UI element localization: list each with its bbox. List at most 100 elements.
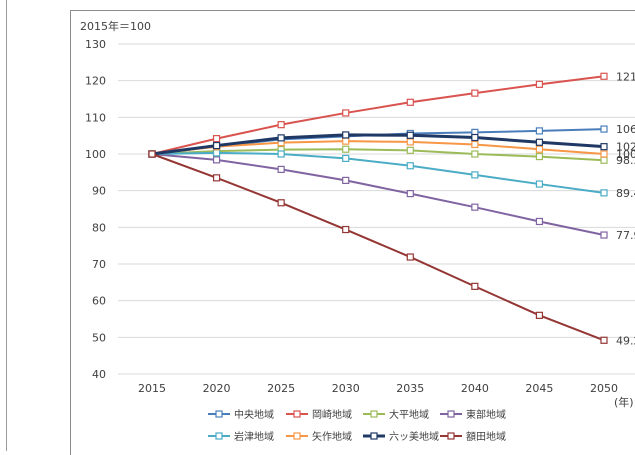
x-tick-label: 2040: [461, 382, 489, 395]
data-point: [342, 176, 350, 184]
x-tick-label: 2050: [590, 382, 618, 395]
legend-item: 岩津地域: [208, 430, 274, 443]
data-point: [212, 141, 221, 150]
y-tick-label: 50: [92, 331, 106, 344]
legend-item: 東部地域: [440, 408, 506, 421]
data-point: [406, 131, 414, 139]
data-point: [471, 171, 479, 179]
end-value-label: 77.9: [616, 229, 635, 242]
legend-swatch-marker: [447, 410, 455, 418]
data-point: [471, 140, 479, 149]
x-axis-ticks: 2015 2020 2025 2030 2035 2040 2045 2050: [138, 382, 618, 395]
data-point: [212, 174, 221, 182]
data-point: [342, 137, 350, 145]
data-point: [277, 199, 285, 207]
data-point: [406, 98, 414, 106]
end-value-label: 121.2: [616, 70, 635, 83]
data-point: [600, 336, 608, 344]
legend-item: 六ッ美地域: [363, 430, 439, 443]
series-額田地域: [148, 150, 608, 344]
legend-item: 大平地域: [363, 408, 429, 421]
data-point: [406, 253, 414, 261]
series-line: [151, 140, 605, 155]
base-note: 2015年＝100: [80, 19, 151, 33]
series-line: [151, 151, 605, 194]
y-axis-ticks: 40 50 60 70 80 90 100 110 120 130: [85, 38, 106, 381]
data-point: [406, 162, 414, 170]
legend-item: 額田地域: [440, 430, 506, 443]
y-tick-label: 70: [92, 258, 106, 271]
legend-swatch-marker: [370, 432, 378, 440]
left-divider-line: [6, 0, 7, 451]
data-point: [471, 150, 479, 158]
data-point: [148, 150, 156, 158]
data-point: [535, 217, 544, 226]
data-point: [600, 143, 608, 151]
data-point: [406, 190, 414, 198]
y-tick-label: 130: [85, 38, 106, 51]
legend-swatch-marker: [370, 410, 378, 418]
y-tick-label: 90: [92, 185, 106, 198]
data-point: [535, 127, 544, 135]
series-line: [151, 153, 605, 237]
data-point: [600, 72, 608, 80]
legend-label: 額田地域: [466, 430, 506, 443]
data-point: [342, 131, 350, 139]
data-point: [342, 109, 350, 117]
legend-swatch-marker: [215, 410, 223, 418]
data-point: [600, 125, 608, 133]
data-point: [535, 80, 544, 88]
legend-swatch-marker: [293, 432, 301, 440]
data-point: [342, 145, 350, 153]
y-tick-label: 120: [85, 75, 106, 88]
series-東部地域: [148, 150, 608, 239]
data-point: [471, 282, 479, 290]
series-lines: [148, 72, 608, 344]
data-point: [277, 150, 285, 158]
legend-label: 岡崎地域: [312, 408, 352, 421]
chart-frame: [70, 10, 635, 455]
legend-swatch-marker: [215, 432, 223, 440]
x-axis-unit: (年): [614, 395, 634, 409]
data-point: [600, 150, 608, 158]
x-tick-label: 2020: [203, 382, 231, 395]
data-point: [212, 156, 221, 164]
series-岩津地域: [148, 149, 608, 197]
data-point: [535, 152, 544, 161]
end-value-label: 49.2: [616, 334, 635, 347]
y-tick-label: 80: [92, 221, 106, 234]
data-point: [212, 135, 221, 143]
data-point: [471, 133, 479, 142]
end-value-label: 100.0: [616, 148, 635, 161]
legend-item: 中央地域: [208, 408, 274, 421]
data-point: [277, 165, 285, 173]
legend-label: 六ッ美地域: [389, 430, 439, 443]
legend-label: 大平地域: [389, 408, 429, 421]
data-point: [600, 156, 608, 164]
data-point: [342, 225, 350, 234]
data-point: [406, 138, 414, 146]
end-value-label: 98.3: [616, 154, 635, 167]
end-value-label: 102.0: [616, 141, 635, 154]
x-tick-label: 2030: [332, 382, 360, 395]
data-point: [406, 146, 414, 154]
series-line: [151, 133, 605, 156]
data-point: [600, 189, 608, 197]
legend-label: 矢作地域: [312, 430, 352, 443]
y-tick-label: 60: [92, 295, 106, 308]
legend-label: 中央地域: [234, 408, 274, 421]
data-point: [277, 134, 285, 142]
data-point: [600, 231, 608, 239]
series-line: [151, 148, 605, 162]
data-point: [535, 311, 544, 319]
legend-item: 岡崎地域: [286, 408, 352, 421]
legend-swatch-marker: [293, 410, 301, 418]
y-tick-label: 100: [85, 148, 106, 161]
data-point: [471, 89, 479, 97]
y-tick-label: 40: [92, 368, 106, 381]
legend-label: 岩津地域: [234, 430, 274, 443]
end-value-label: 89.4: [616, 187, 635, 200]
